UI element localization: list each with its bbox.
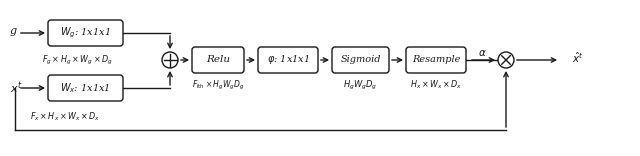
Text: $W_g$: 1x1x1: $W_g$: 1x1x1 xyxy=(60,26,111,40)
Text: $F_g \times H_g \times W_g \times D_g$: $F_g \times H_g \times W_g \times D_g$ xyxy=(42,54,113,67)
Text: $W_x$: 1x1x1: $W_x$: 1x1x1 xyxy=(60,81,111,95)
FancyBboxPatch shape xyxy=(258,47,318,73)
Text: g: g xyxy=(10,26,17,36)
Text: Relu: Relu xyxy=(206,56,230,64)
Text: $\hat{x}^t$: $\hat{x}^t$ xyxy=(572,51,584,65)
Text: $F_x \times H_x \times W_x \times D_x$: $F_x \times H_x \times W_x \times D_x$ xyxy=(30,111,100,123)
Text: Sigmoid: Sigmoid xyxy=(340,56,381,64)
Circle shape xyxy=(162,52,178,68)
Text: $x^t$: $x^t$ xyxy=(10,80,22,96)
Text: $H_x \times W_x \times D_x$: $H_x \times W_x \times D_x$ xyxy=(410,79,462,91)
FancyBboxPatch shape xyxy=(48,75,123,101)
Text: $H_g W_g D_g$: $H_g W_g D_g$ xyxy=(343,78,378,92)
Circle shape xyxy=(498,52,514,68)
FancyBboxPatch shape xyxy=(332,47,389,73)
FancyBboxPatch shape xyxy=(48,20,123,46)
FancyBboxPatch shape xyxy=(406,47,466,73)
Text: Resample: Resample xyxy=(412,56,460,64)
Text: $\varphi$: 1x1x1: $\varphi$: 1x1x1 xyxy=(267,54,309,66)
Text: $F_{\mathrm{ith}} \times H_g W_g D_g$: $F_{\mathrm{ith}} \times H_g W_g D_g$ xyxy=(192,78,244,92)
Text: $\alpha$: $\alpha$ xyxy=(477,48,486,58)
FancyBboxPatch shape xyxy=(192,47,244,73)
